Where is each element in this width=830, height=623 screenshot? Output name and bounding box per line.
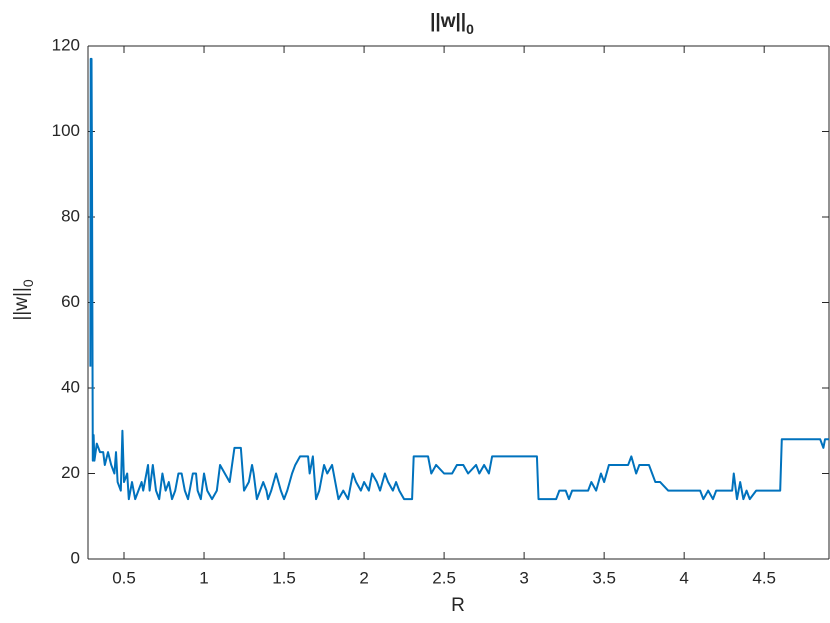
title-subscript: 0	[466, 21, 474, 37]
x-tick-label: 0.5	[112, 568, 136, 587]
y-tick-label: 120	[52, 35, 80, 54]
x-tick-label: 2.5	[432, 568, 456, 587]
x-axis-label: R	[451, 595, 465, 616]
y-tick-label: 100	[52, 121, 80, 140]
y-tick-label: 80	[61, 206, 80, 225]
x-tick-label: 2	[359, 568, 368, 587]
x-tick-label: 1.5	[272, 568, 296, 587]
x-tick-label: 4.5	[752, 568, 776, 587]
y-axis-label: ||w||0	[11, 279, 36, 320]
data-line	[89, 57, 829, 501]
y-tick-label: 20	[61, 463, 80, 482]
y-label-main: ||w||	[11, 287, 32, 320]
x-tick-label: 3.5	[592, 568, 616, 587]
chart-title: ||w||0	[430, 11, 474, 37]
y-tick-label: 0	[71, 548, 80, 567]
y-tick-label: 40	[61, 377, 80, 396]
title-main: ||w||	[430, 11, 466, 32]
x-tick-label: 4	[679, 568, 688, 587]
y-tick-label: 60	[61, 292, 80, 311]
x-tick-label: 1	[199, 568, 208, 587]
x-tick-label: 3	[519, 568, 528, 587]
y-label-subscript: 0	[20, 279, 36, 287]
